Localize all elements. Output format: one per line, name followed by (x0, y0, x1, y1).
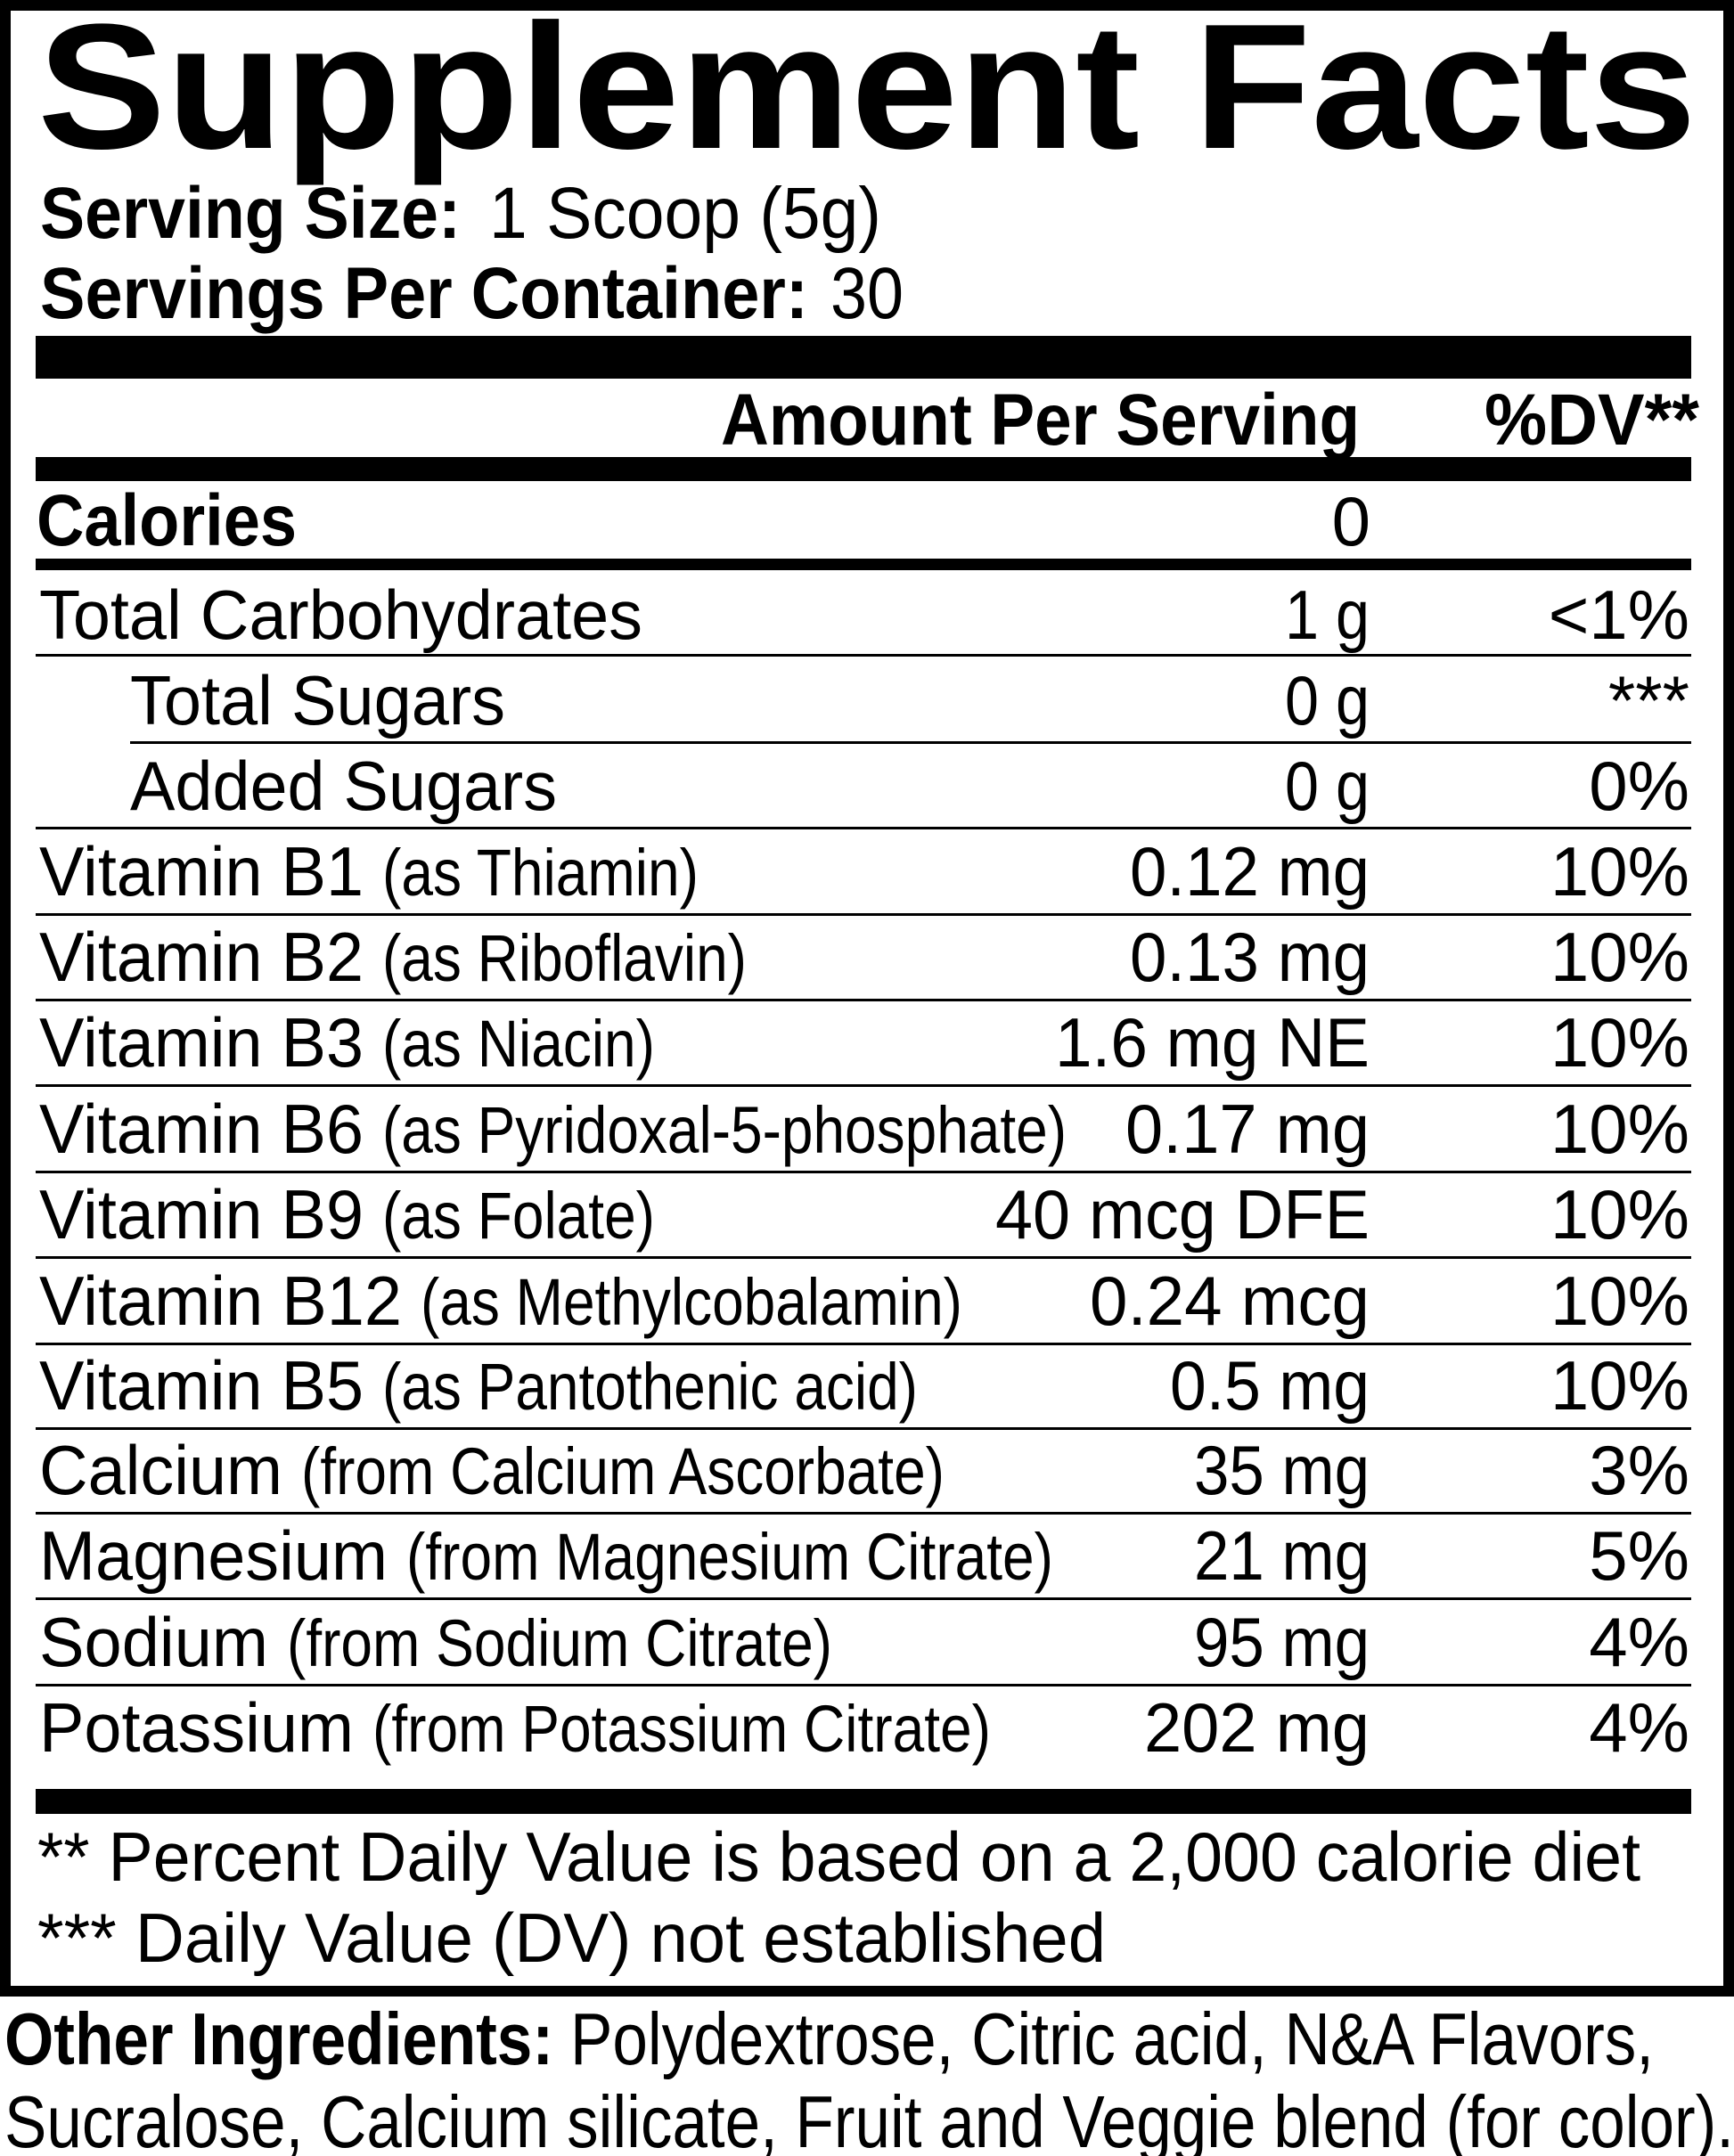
svg-text:(as Niacin): (as Niacin) (382, 1007, 655, 1081)
svg-text:10%: 10% (1550, 918, 1689, 996)
svg-text:Vitamin B12: Vitamin B12 (39, 1262, 402, 1340)
svg-text:Total Carbohydrates: Total Carbohydrates (39, 576, 642, 654)
svg-text:(as Methylcobalamin): (as Methylcobalamin) (421, 1265, 962, 1339)
svg-text:** Percent Daily Value is base: ** Percent Daily Value is based on a 2,0… (37, 1817, 1640, 1896)
svg-text:Vitamin B1: Vitamin B1 (39, 832, 364, 911)
svg-text:0.24 mcg: 0.24 mcg (1090, 1262, 1370, 1340)
svg-text:21 mg: 21 mg (1194, 1516, 1370, 1595)
svg-text:5%: 5% (1589, 1516, 1689, 1595)
svg-text:***: *** (1608, 661, 1689, 739)
svg-text:Total Sugars: Total Sugars (130, 661, 505, 739)
svg-text:0.5 mg: 0.5 mg (1170, 1346, 1370, 1425)
svg-text:4%: 4% (1589, 1688, 1689, 1767)
svg-text:10%: 10% (1550, 832, 1689, 911)
svg-text:Vitamin B6: Vitamin B6 (39, 1090, 364, 1168)
svg-text:<1%: <1% (1549, 576, 1689, 654)
svg-text:Sodium: Sodium (39, 1603, 268, 1681)
svg-text:(from Magnesium Citrate): (from Magnesium Citrate) (406, 1520, 1053, 1594)
svg-text:10%: 10% (1550, 1090, 1689, 1168)
svg-text:Supplement Facts: Supplement Facts (37, 0, 1697, 186)
svg-text:Sucralose, Calcium silicate, F: Sucralose, Calcium silicate, Fruit and V… (4, 2080, 1734, 2156)
svg-text:1.6 mg NE: 1.6 mg NE (1055, 1003, 1370, 1082)
svg-text:Vitamin B3: Vitamin B3 (39, 1003, 364, 1082)
svg-text:Serving Size:: Serving Size: (40, 173, 461, 254)
svg-text:0 g: 0 g (1285, 747, 1370, 825)
svg-text:%DV**: %DV** (1485, 380, 1699, 461)
svg-text:0: 0 (1332, 482, 1370, 560)
svg-text:(as Pantothenic acid): (as Pantothenic acid) (382, 1350, 918, 1424)
svg-text:Potassium: Potassium (39, 1688, 354, 1767)
svg-text:202 mg: 202 mg (1144, 1688, 1370, 1767)
svg-text:*** Daily Value (DV) not estab: *** Daily Value (DV) not established (37, 1899, 1106, 1977)
svg-text:Calcium: Calcium (39, 1431, 282, 1509)
svg-text:(as Pyridoxal-5-phosphate): (as Pyridoxal-5-phosphate) (382, 1093, 1067, 1167)
svg-text:Added Sugars: Added Sugars (130, 747, 557, 825)
svg-text:(from Potassium Citrate): (from Potassium Citrate) (372, 1692, 991, 1766)
svg-text:Calories: Calories (37, 480, 297, 561)
svg-text:10%: 10% (1550, 1175, 1689, 1254)
svg-text:0%: 0% (1589, 747, 1689, 825)
svg-text:1 g: 1 g (1285, 576, 1370, 654)
svg-text:10%: 10% (1550, 1262, 1689, 1340)
svg-text:Other Ingredients:: Other Ingredients: (4, 1997, 553, 2080)
svg-text:40 mcg DFE: 40 mcg DFE (995, 1175, 1370, 1254)
svg-text:Amount Per Serving: Amount Per Serving (721, 380, 1360, 461)
svg-text:10%: 10% (1550, 1003, 1689, 1082)
svg-text:0 g: 0 g (1285, 661, 1370, 739)
svg-text:35 mg: 35 mg (1194, 1431, 1370, 1509)
svg-text:4%: 4% (1589, 1603, 1689, 1681)
svg-text:(from Sodium Citrate): (from Sodium Citrate) (287, 1606, 832, 1680)
svg-text:10%: 10% (1550, 1346, 1689, 1425)
svg-text:3%: 3% (1589, 1431, 1689, 1509)
svg-text:95 mg: 95 mg (1194, 1603, 1370, 1681)
svg-text:0.12 mg: 0.12 mg (1130, 832, 1370, 911)
svg-text:(as Riboflavin): (as Riboflavin) (382, 921, 747, 995)
svg-text:Vitamin B5: Vitamin B5 (39, 1346, 364, 1425)
svg-text:Magnesium: Magnesium (39, 1516, 388, 1595)
svg-text:1 Scoop (5g): 1 Scoop (5g) (489, 173, 881, 254)
svg-text:Vitamin B2: Vitamin B2 (39, 918, 364, 996)
svg-text:Vitamin B9: Vitamin B9 (39, 1175, 364, 1254)
svg-text:0.17 mg: 0.17 mg (1125, 1090, 1370, 1168)
svg-text:(as Folate): (as Folate) (382, 1179, 655, 1253)
svg-text:0.13 mg: 0.13 mg (1130, 918, 1370, 996)
svg-text:(as Thiamin): (as Thiamin) (382, 836, 699, 910)
svg-text:30: 30 (830, 253, 904, 334)
svg-text:(from Calcium Ascorbate): (from Calcium Ascorbate) (301, 1434, 945, 1508)
svg-text:Servings Per Container:: Servings Per Container: (40, 253, 808, 334)
svg-text:Polydextrose, Citric acid, N&A: Polydextrose, Citric acid, N&A Flavors, (570, 1997, 1654, 2080)
